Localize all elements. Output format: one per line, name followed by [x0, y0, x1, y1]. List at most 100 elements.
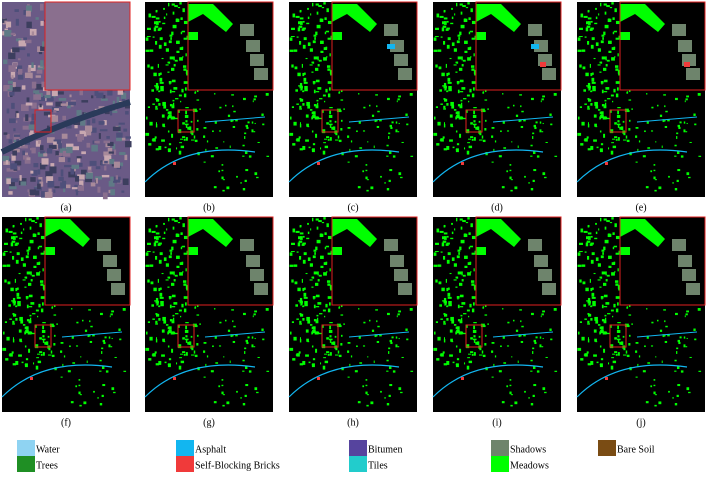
class-pixel: [181, 88, 184, 93]
inset-meadow: [188, 4, 233, 32]
texture: [58, 143, 62, 149]
class-pixel: [442, 241, 446, 243]
class-pixel: [456, 143, 460, 146]
class-pixel: [453, 109, 457, 111]
class-pixel: [449, 57, 452, 60]
class-pixel: [173, 117, 178, 120]
class-pixel: [389, 339, 393, 343]
class-pixel: [603, 218, 607, 221]
class-pixel: [194, 306, 196, 309]
texture: [48, 188, 52, 196]
class-pixel: [437, 264, 442, 267]
class-pixel: [329, 335, 332, 338]
legend-swatch: [491, 456, 509, 472]
class-pixel: [147, 279, 150, 283]
zoom-box: [465, 109, 483, 133]
class-pixel: [248, 155, 252, 158]
class-pixel: [244, 151, 248, 154]
class-pixel: [162, 338, 165, 342]
class-pixel: [312, 329, 316, 334]
class-pixel: [468, 17, 471, 20]
class-pixel: [376, 125, 380, 128]
class-pixel: [327, 353, 330, 356]
class-pixel: [99, 370, 102, 372]
class-pixel: [148, 143, 152, 146]
class-pixel: [461, 56, 463, 61]
class-pixel: [296, 103, 299, 105]
class-pixel: [468, 138, 472, 140]
class-pixel: [616, 338, 621, 341]
class-pixel: [686, 95, 689, 98]
class-pixel: [635, 376, 638, 378]
class-pixel: [34, 221, 38, 224]
class-pixel: [311, 149, 314, 151]
class-pixel: [519, 334, 522, 337]
class-pixel: [97, 397, 99, 399]
inset-shadow: [398, 68, 412, 80]
class-pixel: [27, 282, 32, 286]
class-pixel: [24, 345, 27, 348]
class-pixel: [461, 332, 466, 335]
class-pixel: [321, 221, 325, 224]
class-pixel: [386, 370, 389, 372]
class-pixel: [615, 37, 620, 40]
class-pixel: [386, 312, 390, 316]
class-pixel: [616, 302, 619, 306]
class-pixel: [604, 102, 607, 107]
class-pixel: [4, 242, 8, 246]
class-pixel: [603, 3, 607, 6]
class-pixel: [377, 325, 380, 328]
class-pixel: [532, 151, 536, 154]
class-pixel: [460, 116, 462, 119]
class-pixel: [171, 79, 176, 83]
class-pixel: [169, 34, 173, 37]
class-pixel: [24, 276, 27, 279]
class-pixel: [164, 361, 167, 364]
legend-label: Asphalt: [195, 444, 226, 455]
class-pixel: [590, 20, 593, 23]
class-pixel: [206, 140, 209, 143]
class-pixel: [181, 303, 184, 308]
class-pixel: [613, 88, 616, 93]
texture: [121, 92, 127, 99]
class-pixel: [601, 34, 605, 37]
texture: [4, 30, 12, 37]
class-pixel: [471, 283, 475, 286]
texture: [62, 150, 71, 157]
class-pixel: [464, 256, 468, 259]
class-pixel: [40, 308, 44, 313]
class-pixel: [470, 122, 473, 125]
class-pixel: [30, 302, 35, 305]
class-pixel: [178, 324, 180, 328]
class-pixel: [327, 81, 332, 84]
class-pixel: [590, 305, 593, 308]
class-pixel: [449, 329, 453, 333]
class-pixel: [37, 315, 39, 318]
class-pixel: [532, 366, 536, 369]
class-pixel: [14, 243, 18, 246]
inset-meadow: [620, 4, 665, 32]
class-pixel: [587, 82, 591, 87]
class-pixel: [13, 303, 15, 306]
class-pixel: [244, 351, 246, 354]
class-pixel: [645, 401, 649, 404]
class-pixel: [509, 384, 512, 387]
class-pixel: [221, 384, 224, 387]
class-pixel: [231, 94, 234, 96]
class-pixel: [401, 141, 404, 144]
class-pixel: [290, 251, 295, 253]
map-panel: (b): [144, 1, 274, 213]
class-pixel: [251, 344, 254, 348]
class-pixel: [521, 325, 524, 328]
class-pixel: [169, 296, 171, 300]
class-pixel: [451, 7, 453, 10]
class-pixel: [16, 361, 18, 365]
class-pixel: [446, 72, 449, 77]
class-pixel: [214, 335, 217, 339]
texture: [12, 87, 15, 94]
class-pixel: [182, 271, 184, 273]
class-pixel: [340, 119, 343, 122]
class-pixel: [329, 70, 332, 74]
class-pixel: [159, 81, 164, 84]
class-pixel: [327, 252, 332, 255]
